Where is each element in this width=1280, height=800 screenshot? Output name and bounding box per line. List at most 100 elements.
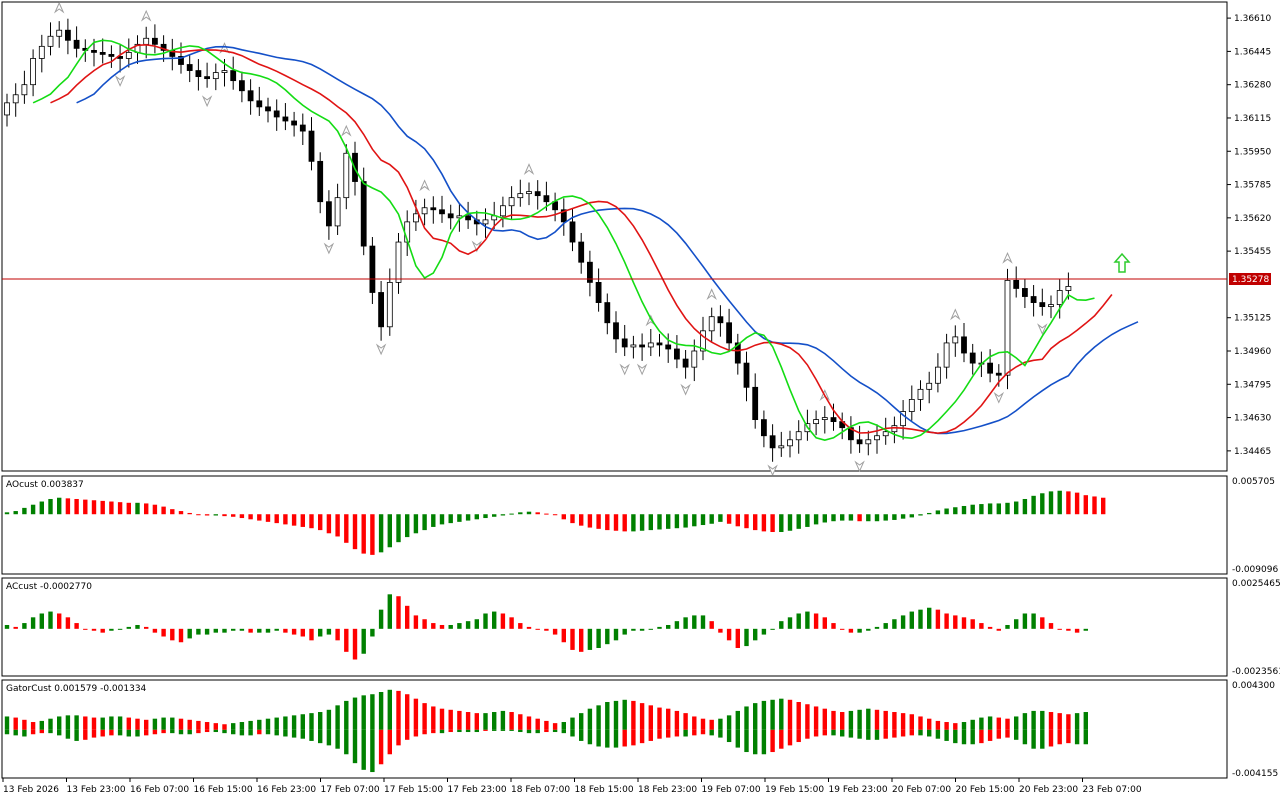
ac-bar [866,628,871,631]
fractal-down-icon [854,460,865,473]
candle [778,431,785,457]
ao-bar [1074,492,1080,515]
ac-bar [448,624,453,629]
candle-body [421,207,428,215]
candle-body [769,435,776,449]
price-axis-label: 1.35785 [1234,181,1271,191]
gator-bar [761,729,767,755]
candle-body [856,439,863,445]
candle-body [273,110,280,118]
gator-bar [1022,713,1028,730]
gator-bar [483,729,488,731]
ao-bar [570,514,575,524]
gator-bar [753,729,758,755]
candle [273,99,280,131]
ac-bar [1066,628,1071,631]
ac-bar [805,611,810,629]
gator-bar [796,702,801,730]
gator-bar [370,694,375,730]
ac-bar [857,628,862,633]
gator-bar [257,719,262,730]
candle [343,144,350,210]
gator-bar [639,703,645,730]
ao-bar [709,514,714,524]
candle-body [526,191,532,195]
candle [613,311,619,353]
gator-bar [674,729,680,737]
ao-bar [65,498,71,515]
candle-body [56,29,63,37]
candle-body [91,49,97,53]
candle-body [334,197,341,227]
gator-bar [335,729,340,749]
gator-bar [935,720,941,730]
ac-bar [718,628,723,633]
gator-bar [813,706,819,730]
ao-bar [370,514,375,555]
time-axis-label: 19 Feb 23:00 [829,785,888,795]
ac-bar [196,628,201,635]
ac-bar [396,596,401,629]
ao-bar [987,503,993,515]
candle-body [386,282,393,328]
candle [595,268,602,312]
gator-bar [709,729,714,736]
ac-bar [544,628,549,631]
gator-bar [30,729,36,735]
ao-bar [1040,493,1045,515]
ac-bar [961,617,967,629]
candle-body [21,84,28,96]
candle-body [665,344,672,350]
price-axis-label: 1.36610 [1234,14,1271,24]
candle-body [343,152,350,199]
ao-bar [674,514,680,529]
candle-body [256,100,263,108]
gator-bar [552,729,558,733]
candle-body [891,425,898,433]
main-price-panel[interactable] [1,1,1228,472]
time-axis-label: 13 Feb 23:00 [67,785,126,795]
gator-bar [457,729,462,733]
ao-bar [1022,498,1028,515]
fractal-down-icon [201,95,213,108]
gator-bar [605,729,610,748]
ao-bar [648,514,653,531]
ac-bar [335,628,340,641]
gator-bar [526,716,532,730]
gator-bar [526,729,532,734]
ac-bar [605,628,610,645]
ac-bar [927,607,932,629]
gator-bar [535,729,540,734]
ac-bar [770,628,775,630]
gator-bar [448,709,453,730]
ao-bar [1066,491,1071,515]
gator-bar [796,729,801,743]
ao-bar [396,514,401,543]
ac-label: ACcust -0.0002770 [6,582,92,592]
gator-bar [1083,729,1088,745]
gator-bar [544,720,549,730]
candle [282,103,289,131]
gator-bar [561,729,566,734]
candle-body [743,362,750,388]
candle-body [987,362,993,374]
ac-bar [979,623,984,629]
gator-bar [39,720,44,730]
gator-bar [283,729,288,737]
gator-bar [1048,712,1054,730]
candle [639,333,645,361]
ao-axis-top: 0.005705 [1232,477,1275,487]
candle-body [604,302,611,324]
ao-bar [378,514,384,553]
ac-bar [735,628,740,648]
fractal-down-icon [767,464,778,477]
gator-bar [135,718,140,730]
candle [787,430,793,458]
candle [421,198,428,226]
ac-bar [683,617,688,629]
gator-bar [874,729,880,740]
ac-bar [344,628,349,652]
gator-bar [100,717,105,730]
ao-bar [100,500,105,515]
